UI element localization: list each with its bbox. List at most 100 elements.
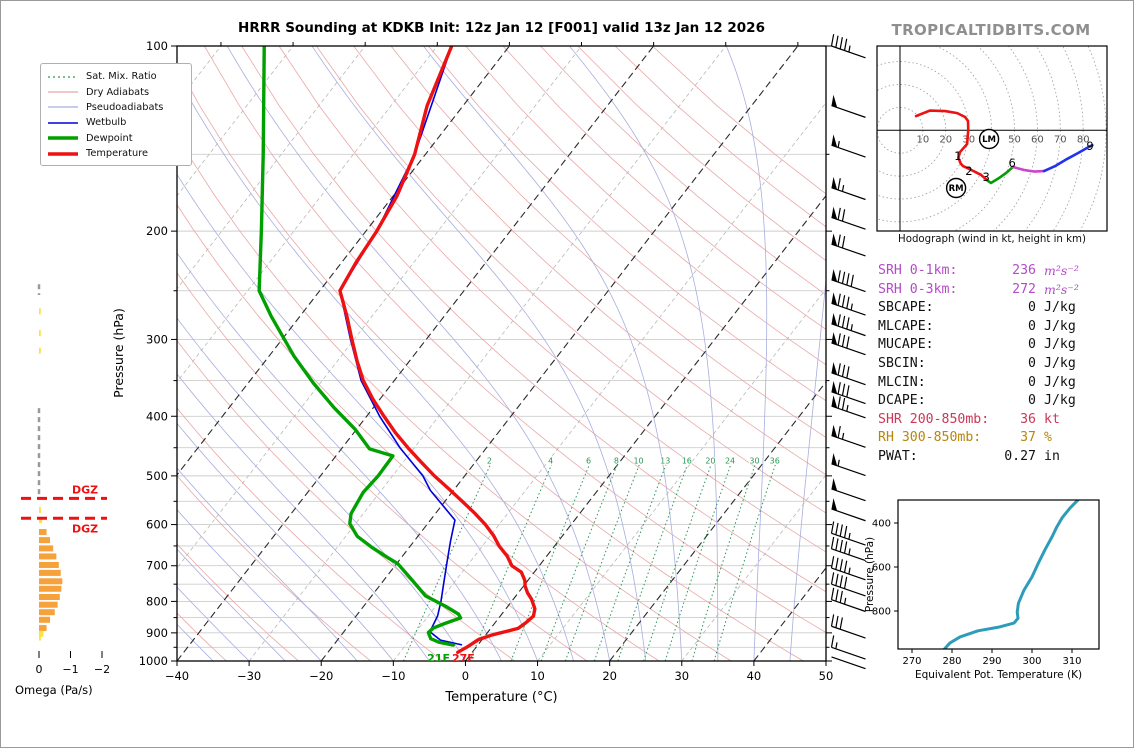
index-unit: J/kg <box>1044 318 1076 334</box>
index-row: SRH 0-3km: 272 m²s⁻² <box>878 282 1133 301</box>
skewt-background <box>177 46 826 661</box>
omega-bar <box>39 585 62 592</box>
dewpoint-line <box>257 46 463 647</box>
indices-panel: SRH 0-1km: 236 m²s⁻² SRH 0-3km: 272 m²s⁻² SBCA… <box>878 263 1133 468</box>
index-unit: J/kg <box>1044 374 1076 390</box>
index-value: 0 <box>1028 300 1036 316</box>
index-row: SHR 200-850mb: 36 kt <box>878 411 1133 431</box>
x-tick-label: 40 <box>747 669 762 683</box>
dgz-label: DGZ <box>72 522 98 535</box>
omega-tick-label: −1 <box>62 663 78 676</box>
omega-bar <box>39 561 59 568</box>
pressure-tick-label: 300 <box>146 332 168 346</box>
wind-barb <box>831 656 866 670</box>
legend-item: Dewpoint <box>47 131 187 146</box>
theta-e-p-tick: 400 <box>872 519 891 530</box>
hodograph-trace-0-3km <box>914 109 990 183</box>
theta-e-p-tick: 800 <box>872 607 891 618</box>
hodograph-caption: Hodograph (wind in kt, height in km) <box>898 234 1086 245</box>
y-axis-title: Pressure (hPa) <box>111 308 126 398</box>
index-label: SBCAPE: <box>878 300 934 316</box>
theta-e-x-tick: 300 <box>1022 656 1041 667</box>
omega-bar <box>39 630 44 637</box>
pressure-tick-label: 700 <box>146 559 168 573</box>
omega-bar <box>39 545 54 552</box>
legend-line-sample <box>48 136 78 140</box>
index-label: MUCAPE: <box>878 337 934 353</box>
index-unit: J/kg <box>1044 393 1076 409</box>
legend-label: Sat. Mix. Ratio <box>86 71 157 83</box>
x-tick-label: 0 <box>462 669 469 683</box>
pressure-tick-label: 500 <box>146 469 168 483</box>
theta-e-frame <box>897 499 1100 650</box>
wind-barb <box>831 233 866 257</box>
legend-label: Dewpoint <box>86 132 133 144</box>
temperature-line <box>338 46 537 655</box>
ring-label: 80 <box>1077 134 1090 145</box>
ring-label: 20 <box>939 134 952 145</box>
mixing-ratio-lines <box>403 464 776 661</box>
ring-label: 10 <box>917 134 930 145</box>
legend-label: Pseudoadiabats <box>86 101 164 113</box>
index-row: MLCIN: 0 J/kg <box>878 374 1133 394</box>
legend-item: Pseudoadiabats <box>47 100 187 115</box>
theta-e-line <box>942 500 1080 649</box>
dry-adiabats <box>177 46 826 661</box>
index-value: 36 <box>1020 411 1036 427</box>
mixing-ratio-label: 8 <box>614 457 619 466</box>
wind-barb <box>830 614 866 639</box>
marker-text: LM <box>982 135 996 145</box>
x-tick-label: 10 <box>530 669 545 683</box>
wind-barb <box>831 176 866 201</box>
skewt-plot: 2 4 6 8 10 13 16 20 24 30 36−40 −30 −20 −10 0 10 20 30 40 5… <box>111 39 833 705</box>
mixing-ratio-label: 20 <box>705 457 715 466</box>
x-tick-label: −30 <box>237 669 261 683</box>
ring-label: 50 <box>1008 134 1021 145</box>
omega-bar <box>39 569 61 576</box>
index-row: SBCAPE: 0 J/kg <box>878 300 1133 319</box>
legend-label: Wetbulb <box>86 117 127 129</box>
mixing-ratio-label: 30 <box>749 457 759 466</box>
ring-label: 70 <box>1054 134 1067 145</box>
index-unit: J/kg <box>1044 337 1076 353</box>
dgz-label: DGZ <box>72 483 98 496</box>
pressure-tick-label: 1000 <box>139 654 168 668</box>
theta-e-x-tick: 280 <box>942 656 961 667</box>
x-tick-label: 30 <box>674 669 689 683</box>
surface-dewpoint-label: 21F <box>427 652 450 665</box>
theta-e-y-title: Pressure (hPa) <box>864 537 876 612</box>
omega-bar <box>39 517 43 524</box>
omega-bars <box>39 308 63 641</box>
x-axis-title: Temperature (°C) <box>444 690 557 705</box>
x-tick-label: 20 <box>602 669 617 683</box>
index-row: SRH 0-1km: 236 m²s⁻² <box>878 263 1133 282</box>
marker-text: RM <box>949 184 964 194</box>
legend-line-sample <box>48 106 78 109</box>
wind-barb <box>831 94 866 118</box>
omega-bar <box>39 537 51 544</box>
mixing-ratio-label: 2 <box>487 457 492 466</box>
wind-barb <box>831 292 866 316</box>
wind-barb <box>831 206 866 230</box>
omega-bar <box>39 330 41 337</box>
index-value: 0.27 <box>1004 448 1036 464</box>
index-row: PWAT: 0.27 in <box>878 448 1133 468</box>
index-row: MUCAPE: 0 J/kg <box>878 337 1133 356</box>
omega-bar <box>39 506 41 513</box>
wind-barb-column <box>830 34 866 670</box>
height-label: 6 <box>1009 156 1016 170</box>
wind-barb <box>830 635 866 660</box>
index-value: 0 <box>1028 355 1036 371</box>
omega-axis-title: Omega (Pa/s) <box>15 683 93 697</box>
hodograph-trace-3-6km <box>986 165 1015 185</box>
wind-barb <box>831 269 866 293</box>
index-row: MLCAPE: 0 J/kg <box>878 318 1133 338</box>
mixing-ratio-label: 36 <box>770 457 780 466</box>
theta-e-x-tick: 290 <box>982 656 1001 667</box>
theta-e-plot: 270 280 290 300 310 400 600 800 Equivalent Pot. … <box>864 499 1100 681</box>
index-row: SBCIN: 0 J/kg <box>878 355 1133 375</box>
omega-tick-label: −2 <box>94 663 110 676</box>
height-label: 9 <box>1086 139 1093 153</box>
storm-motion-marker-RM: RM <box>945 177 967 199</box>
mixing-ratio-label: 4 <box>548 457 553 466</box>
